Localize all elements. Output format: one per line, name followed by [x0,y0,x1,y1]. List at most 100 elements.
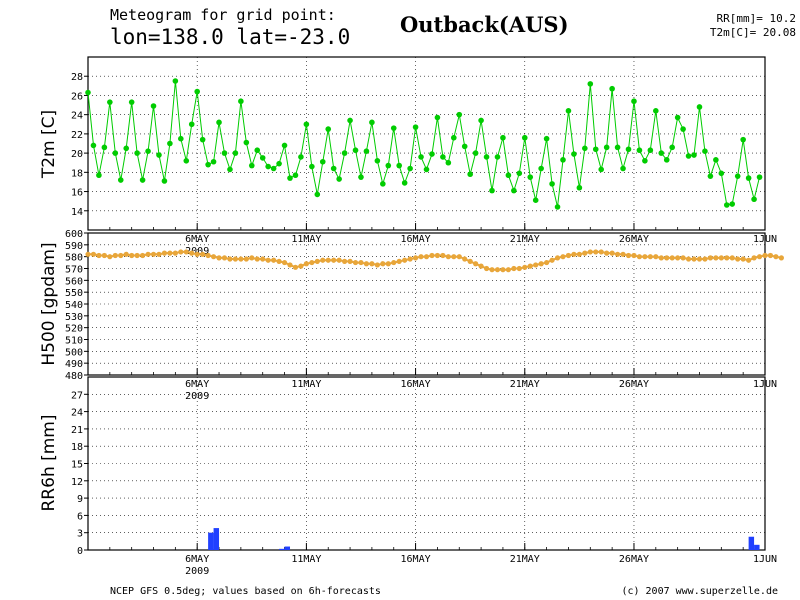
data-point [756,174,763,180]
x-tick-label: 11MAY [291,234,321,245]
data-point [391,259,397,266]
data-point [511,187,517,194]
data-point [412,255,419,261]
data-point [205,252,211,259]
data-point [172,78,179,84]
y-tick-label: 22 [71,130,83,141]
y-tick-label: 500 [65,347,83,358]
data-point [500,267,506,273]
data-point [270,165,277,172]
data-point [560,254,566,260]
rr6h-series [208,528,760,550]
data-point [418,154,424,160]
data-point [440,154,446,160]
data-point [467,258,473,264]
data-point [325,257,331,263]
data-point [663,157,670,163]
data-point [216,119,222,126]
data-point [450,134,457,141]
data-point [292,172,299,179]
data-point [374,158,381,164]
data-point [407,165,413,172]
data-point [745,175,752,181]
data-point [576,251,582,257]
data-point [254,256,260,262]
data-point [696,104,703,110]
t2m-mean-readout: T2m[C]= 20.08 [710,26,796,39]
data-point [674,114,681,121]
data-point [210,158,217,165]
data-point [642,158,648,164]
data-point [309,259,315,266]
data-point [178,135,184,142]
precip-bar [213,528,220,550]
data-point [358,174,364,180]
data-point [527,263,533,269]
rr6h-panel-frame [87,376,766,551]
x-tick-label: 16MAY [401,379,431,390]
data-point [614,251,621,257]
precip-bar [208,532,214,550]
data-point [571,151,577,157]
x-tick-label: 16MAY [401,234,431,245]
data-point [271,257,277,263]
y-tick-label: 20 [71,149,83,160]
y-tick-label: 510 [65,336,83,347]
data-point [647,254,653,260]
data-point [740,256,746,262]
data-point [314,258,320,264]
data-point [554,204,561,210]
data-point [434,252,441,259]
data-point [691,152,697,158]
data-point [189,250,195,256]
data-point [216,255,222,261]
h500-panel: H500 [gpdam] 480490500510520530540550560… [39,229,784,402]
data-point [325,126,332,132]
data-point [461,143,468,150]
y-tick-label: 14 [71,207,83,218]
data-point [587,249,593,255]
data-point [483,154,490,160]
data-point [489,187,495,194]
x-tick-label: 11MAY [291,554,321,565]
data-point [669,255,675,261]
x-tick-label: 26MAY [619,379,649,390]
y-tick-label: 24 [71,111,83,122]
data-point [320,257,326,263]
data-point [238,256,244,262]
data-point [352,147,359,154]
data-point [544,259,550,266]
data-point [642,254,648,260]
data-point [145,251,151,257]
y-tick-label: 27 [71,390,83,401]
data-point [402,257,408,263]
data-point [276,258,282,264]
data-point [724,255,730,261]
data-point [631,252,637,259]
data-point [494,267,501,273]
y-tick-label: 580 [65,253,83,264]
data-point [505,172,512,179]
data-point [139,177,146,183]
data-point [746,257,752,263]
data-point [609,85,615,92]
data-point [538,165,544,172]
y-tick-label: 520 [65,324,83,335]
data-point [183,249,189,255]
data-point [658,255,664,261]
data-point [511,265,517,272]
data-point [101,144,108,151]
data-point [576,184,583,191]
data-point [702,148,708,154]
data-point [620,251,626,257]
data-point [434,114,441,121]
data-point [156,152,162,158]
data-point [85,89,91,96]
precip-bar [279,548,285,550]
x-tick-label: 21MAY [510,379,540,390]
data-point [117,177,124,183]
data-point [309,163,315,170]
data-point [713,255,719,261]
